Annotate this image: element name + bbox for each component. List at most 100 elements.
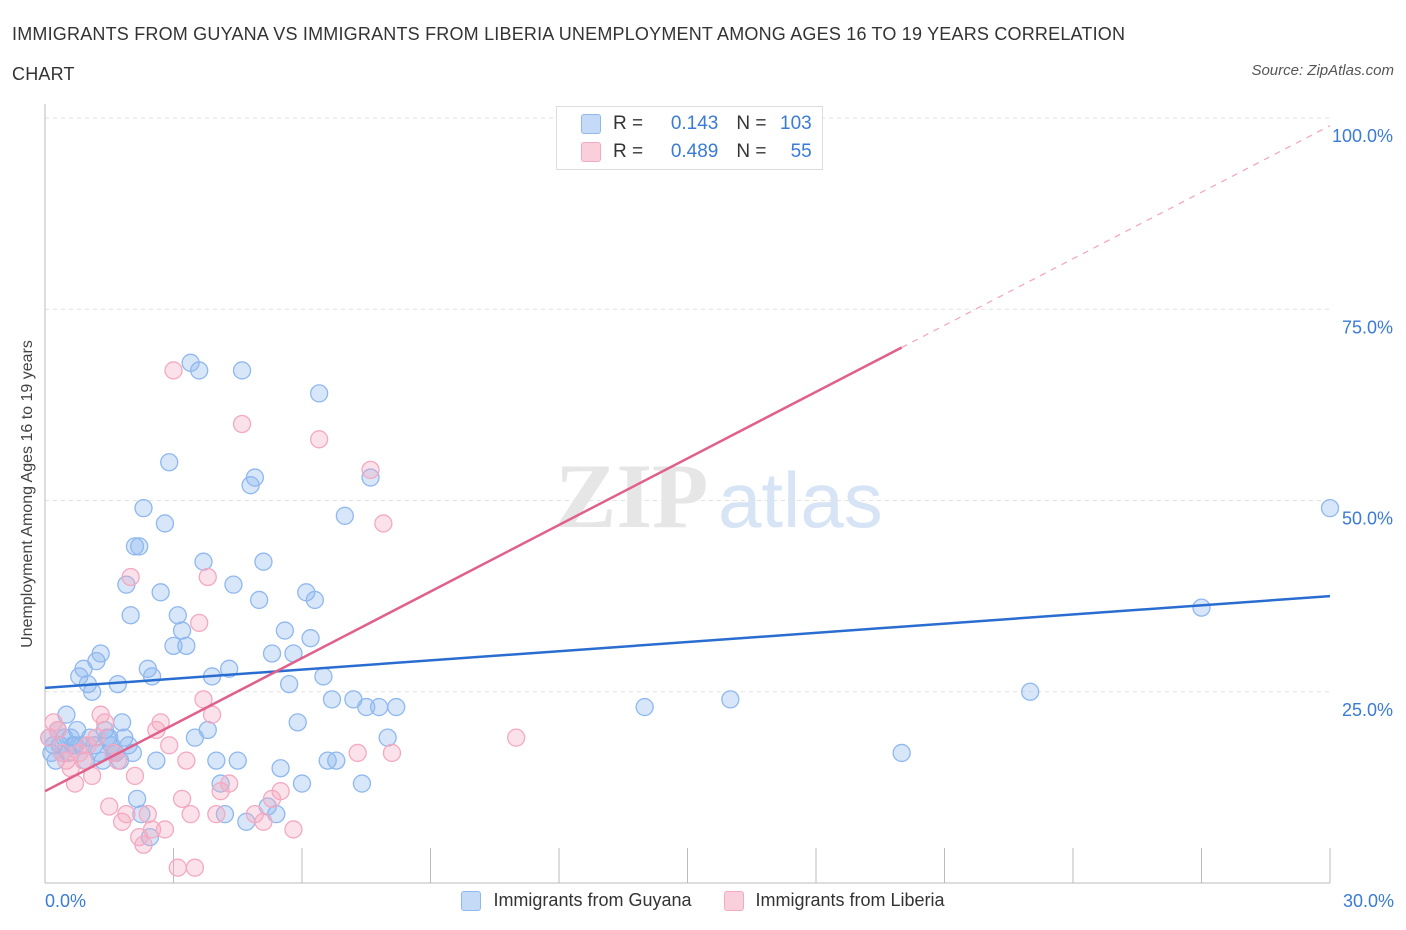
guyana-point [352,774,372,793]
guyana-point [357,697,376,717]
liberia-point [160,736,179,755]
legend-item-liberia: Immigrants from Liberia [723,890,945,911]
guyana-point [275,621,295,640]
guyana-point [1320,498,1340,518]
guyana-point [245,468,265,487]
guyana-point [378,728,397,747]
guyana-point [160,453,179,472]
liberia-point [142,820,162,839]
liberia-point [134,835,153,854]
guyana-point [134,498,153,518]
liberia-point [190,613,209,633]
guyana-point [292,774,312,793]
liberia-point [74,751,93,770]
legend-label-liberia: Immigrants from Liberia [755,890,945,910]
guyana-point [1192,598,1211,617]
guyana-point [721,690,740,709]
guyana-point [361,468,380,487]
liberia-point [202,705,222,724]
guyana-point [132,805,151,824]
legend-item-guyana: Immigrants from Guyana [461,890,692,911]
guyana-point [207,751,226,770]
guyana-point [91,644,110,663]
liberia-point [254,812,273,831]
guyana-point [322,690,342,709]
legend-swatch-guyana [461,890,482,911]
guyana-point [224,575,243,594]
guyana-point [369,697,389,717]
guyana-point [254,552,273,571]
guyana-point [142,667,162,686]
liberia-trend-line [44,346,903,793]
liberia-point [271,782,290,801]
liberia-point [125,766,145,786]
guyana-point [279,674,299,694]
guyana-point [190,361,209,380]
liberia-point [220,774,239,793]
guyana-point [112,713,132,732]
liberia-r-value: 0.489 [670,141,719,162]
guyana-point [288,713,307,732]
liberia-point [87,728,106,747]
liberia-point [138,805,157,824]
liberia-point [100,797,119,816]
liberia-point [348,743,367,763]
liberia-point [361,460,380,480]
r-label: R = [613,113,649,134]
guyana-point [228,751,247,770]
legend-swatch-liberia [723,890,744,911]
x-tick-label-min: 0.0% [45,891,87,911]
guyana-point [892,743,911,763]
guyana-point [314,667,333,686]
guyana-point [147,751,166,770]
guyana-point [335,506,354,525]
liberia-point [95,713,115,732]
guyana-point [327,751,346,770]
r-label: R = [613,141,649,162]
liberia-point [117,805,136,824]
guyana-point [387,697,406,717]
guyana-point [232,361,252,380]
liberia-point [382,743,402,763]
chart-title: IMMIGRANTS FROM GUYANA VS IMMIGRANTS FRO… [12,24,1126,84]
guyana-point [635,697,654,717]
y-tick-label: 50.0% [1342,509,1393,529]
liberia-point [172,789,192,808]
guyana-point [271,759,290,778]
guyana-point [309,384,329,403]
guyana-point [82,682,102,701]
liberia-point [185,858,205,877]
guyana-point [125,537,145,556]
n-label: N = [736,113,772,134]
stats-legend-row-guyana: R = 0.143 N = 103 [581,113,812,135]
guyana-point [220,659,239,678]
liberia-point [232,414,252,434]
guyana-point [121,606,140,625]
liberia-point [164,361,183,380]
n-label: N = [736,141,772,162]
guyana-r-value: 0.143 [670,113,719,134]
liberia-point [207,805,226,824]
chart-source: Source: ZipAtlas.com [1251,62,1394,79]
guyana-point [172,621,192,640]
liberia-point [155,820,175,839]
guyana-point [151,583,170,602]
y-tick-label: 25.0% [1342,700,1393,720]
liberia-point [309,430,329,449]
liberia-point [198,567,217,587]
guyana-point [177,636,196,655]
guyana-point [262,644,282,663]
guyana-point [164,636,183,655]
series-legend: Immigrants from Guyana Immigrants from L… [0,890,1406,911]
guyana-point [155,514,175,533]
liberia-point [507,728,526,747]
liberia-n-value: 55 [790,141,812,162]
guyana-point [1021,682,1040,701]
liberia-point [181,805,200,824]
stats-legend: R = 0.143 N = 103 R = 0.489 N = 55 [556,106,823,170]
guyana-point [250,590,269,610]
liberia-swatch [581,142,601,162]
guyana-point [130,537,149,556]
guyana-n-value: 103 [780,113,812,134]
